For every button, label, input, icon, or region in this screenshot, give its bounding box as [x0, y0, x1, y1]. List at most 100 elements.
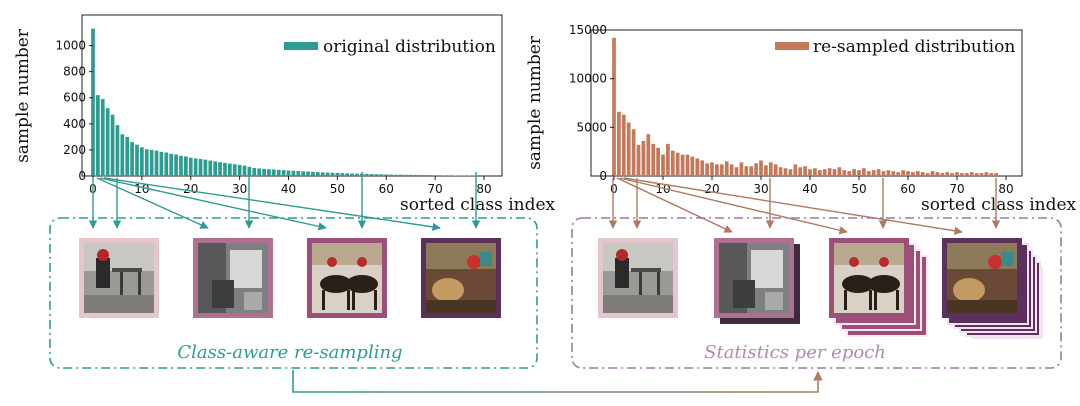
bar-left-56 [364, 173, 369, 176]
bar-right-58 [896, 172, 901, 176]
bar-left-43 [301, 171, 306, 176]
bar-left-40 [286, 170, 291, 176]
xtick-label-left-3: 30 [232, 182, 247, 196]
bar-right-78 [994, 173, 999, 176]
sampling-box-right: Statistics per epoch [571, 217, 1062, 369]
bar-right-70 [955, 172, 959, 176]
xtick-label-left-5: 50 [330, 182, 345, 196]
bar-right-51 [862, 168, 866, 176]
bar-left-67 [418, 174, 423, 176]
bar-left-74 [452, 175, 457, 176]
bar-left-32 [247, 166, 252, 176]
bar-left-30 [237, 164, 242, 176]
bar-right-20 [710, 162, 714, 176]
bar-right-18 [700, 160, 705, 176]
bar-right-23 [724, 161, 729, 176]
bar-left-14 [159, 151, 164, 176]
bar-right-53 [871, 170, 876, 176]
bar-right-40 [808, 169, 812, 176]
bar-right-62 [915, 171, 920, 176]
xtick-label-left-1: 10 [134, 182, 149, 196]
ytick-label-left-3: 600 [63, 91, 86, 105]
ytick-label-right-0: 0 [599, 169, 607, 183]
bar-right-69 [950, 173, 954, 176]
bar-right-71 [960, 173, 964, 176]
bar-right-61 [911, 172, 915, 176]
xtick-label-right-3: 30 [753, 182, 768, 196]
ytick-label-left-1: 200 [63, 143, 86, 157]
bar-left-73 [447, 175, 452, 176]
bar-right-43 [822, 169, 827, 176]
dashdot-frame-left [49, 217, 538, 369]
bar-right-74 [974, 173, 979, 176]
bar-right-15 [685, 154, 690, 176]
bar-right-50 [857, 170, 861, 176]
bar-right-7 [646, 134, 651, 176]
bar-left-15 [164, 152, 169, 176]
bar-right-17 [695, 158, 700, 176]
bar-right-12 [670, 150, 675, 176]
bar-right-45 [832, 169, 837, 176]
y-ticks-left: 0 200 400 600 800 1000 [55, 39, 93, 183]
bar-right-31 [764, 165, 768, 176]
ytick-label-right-3: 15000 [569, 23, 607, 37]
bar-right-14 [680, 154, 685, 176]
bar-right-72 [964, 173, 969, 176]
bar-left-70 [433, 175, 437, 176]
bar-right-36 [788, 169, 793, 176]
caption-right: Statistics per epoch [704, 342, 886, 363]
legend-swatch-right [775, 42, 809, 50]
bar-left-22 [198, 159, 203, 176]
chart-left: 0 200 400 600 800 1000 0 10 20 30 40 50 60 70 80 samp… [13, 14, 556, 215]
bar-left-3 [105, 108, 110, 176]
ytick-label-left-0: 0 [78, 169, 86, 183]
bar-left-54 [355, 173, 359, 176]
bar-left-53 [350, 173, 354, 176]
bar-left-46 [315, 172, 320, 176]
bar-right-44 [827, 168, 832, 176]
bar-left-0 [91, 28, 95, 176]
xtick-label-right-0: 0 [610, 182, 618, 196]
bar-right-10 [661, 154, 665, 176]
xtick-label-left-8: 80 [476, 182, 491, 196]
bar-right-41 [813, 168, 817, 176]
bar-left-33 [252, 167, 257, 176]
bar-left-59 [379, 174, 384, 176]
ytick-label-left-4: 800 [63, 65, 86, 79]
bar-right-25 [734, 167, 739, 176]
ytick-label-right-2: 10000 [569, 72, 607, 86]
arrows-right [608, 177, 1001, 235]
bar-left-7 [125, 136, 130, 176]
xtick-label-right-7: 70 [949, 182, 964, 196]
bar-left-45 [311, 171, 315, 176]
bar-right-24 [729, 164, 734, 176]
bar-right-1 [617, 111, 621, 176]
bar-left-68 [423, 175, 428, 176]
bar-right-3 [626, 122, 631, 176]
bar-left-75 [457, 175, 462, 176]
bar-left-12 [149, 149, 154, 176]
bar-right-60 [906, 171, 910, 176]
bar-right-2 [621, 114, 626, 176]
bar-left-28 [227, 163, 232, 176]
bar-right-48 [847, 171, 852, 176]
bar-left-41 [291, 170, 296, 176]
bar-left-51 [340, 173, 345, 176]
legend-label-left: original distribution [323, 37, 496, 57]
caption-left: Class-aware re-sampling [177, 342, 402, 363]
bar-left-18 [179, 155, 183, 176]
bar-left-11 [144, 149, 149, 176]
bar-right-5 [636, 144, 641, 176]
xtick-label-left-6: 60 [379, 182, 394, 196]
bar-right-28 [749, 166, 754, 176]
bar-left-26 [218, 162, 222, 176]
bar-right-52 [866, 171, 871, 176]
xtick-label-right-2: 20 [704, 182, 719, 196]
bar-left-4 [110, 114, 115, 176]
bar-right-57 [891, 171, 896, 176]
bar-left-57 [369, 174, 374, 176]
bar-left-34 [257, 168, 262, 176]
bar-left-60 [384, 174, 389, 176]
bar-right-38 [798, 167, 803, 176]
